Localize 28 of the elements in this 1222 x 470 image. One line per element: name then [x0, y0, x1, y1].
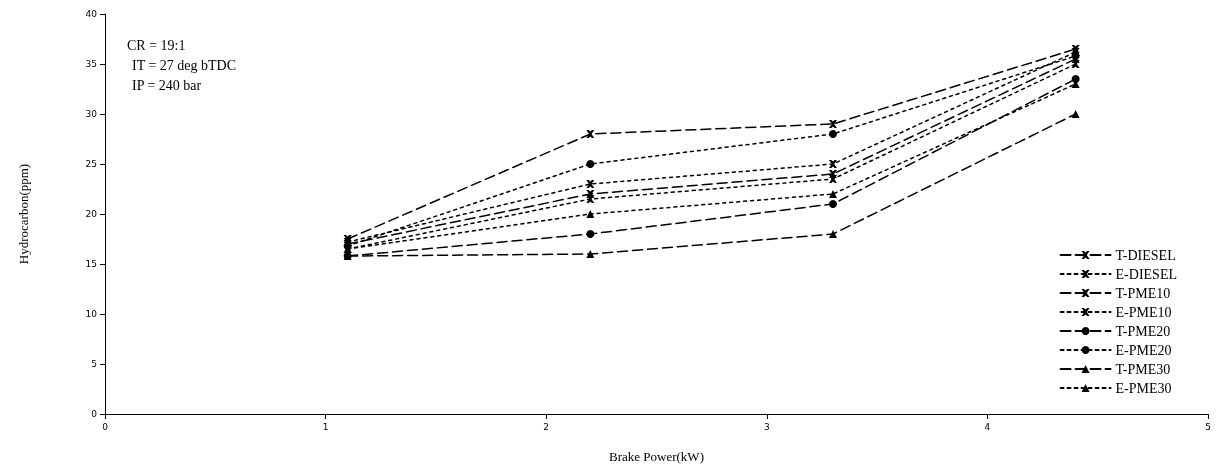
legend-label: T-DIESEL	[1115, 247, 1176, 263]
y-tick-label: 25	[85, 159, 97, 169]
x-tick-label: 3	[763, 421, 770, 432]
legend-label: T-PME20	[1115, 323, 1171, 339]
legend-label: T-PME30	[1115, 361, 1171, 377]
x-axis-title: Brake Power(kW)	[609, 449, 704, 464]
y-tick-label: 30	[85, 109, 98, 119]
x-tick-label: 5	[1205, 421, 1211, 432]
x-tick-label: 1	[322, 421, 329, 432]
legend-label: E-DIESEL	[1115, 266, 1178, 282]
y-tick-label: 20	[85, 209, 98, 219]
annotation: IT = 27 deg bTDC	[132, 57, 237, 73]
annotation: IP = 240 bar	[132, 77, 202, 93]
y-axis-title: Hydrocarbon(ppm)	[16, 163, 31, 265]
legend-label: T-PME10	[1115, 285, 1171, 301]
legend-label: E-PME30	[1115, 380, 1172, 396]
annotation: CR = 19:1	[127, 37, 186, 53]
y-tick-label: 5	[91, 359, 97, 369]
y-tick-label: 40	[85, 9, 98, 19]
x-tick-label: 0	[102, 421, 109, 432]
y-tick-label: 15	[85, 259, 97, 269]
legend-label: E-PME20	[1115, 342, 1172, 358]
y-tick-label: 10	[85, 309, 98, 319]
y-tick-label: 0	[91, 409, 98, 419]
x-tick-label: 4	[984, 421, 991, 432]
legend-label: E-PME10	[1115, 304, 1172, 320]
y-tick-label: 35	[85, 59, 97, 69]
x-tick-label: 2	[543, 421, 550, 432]
